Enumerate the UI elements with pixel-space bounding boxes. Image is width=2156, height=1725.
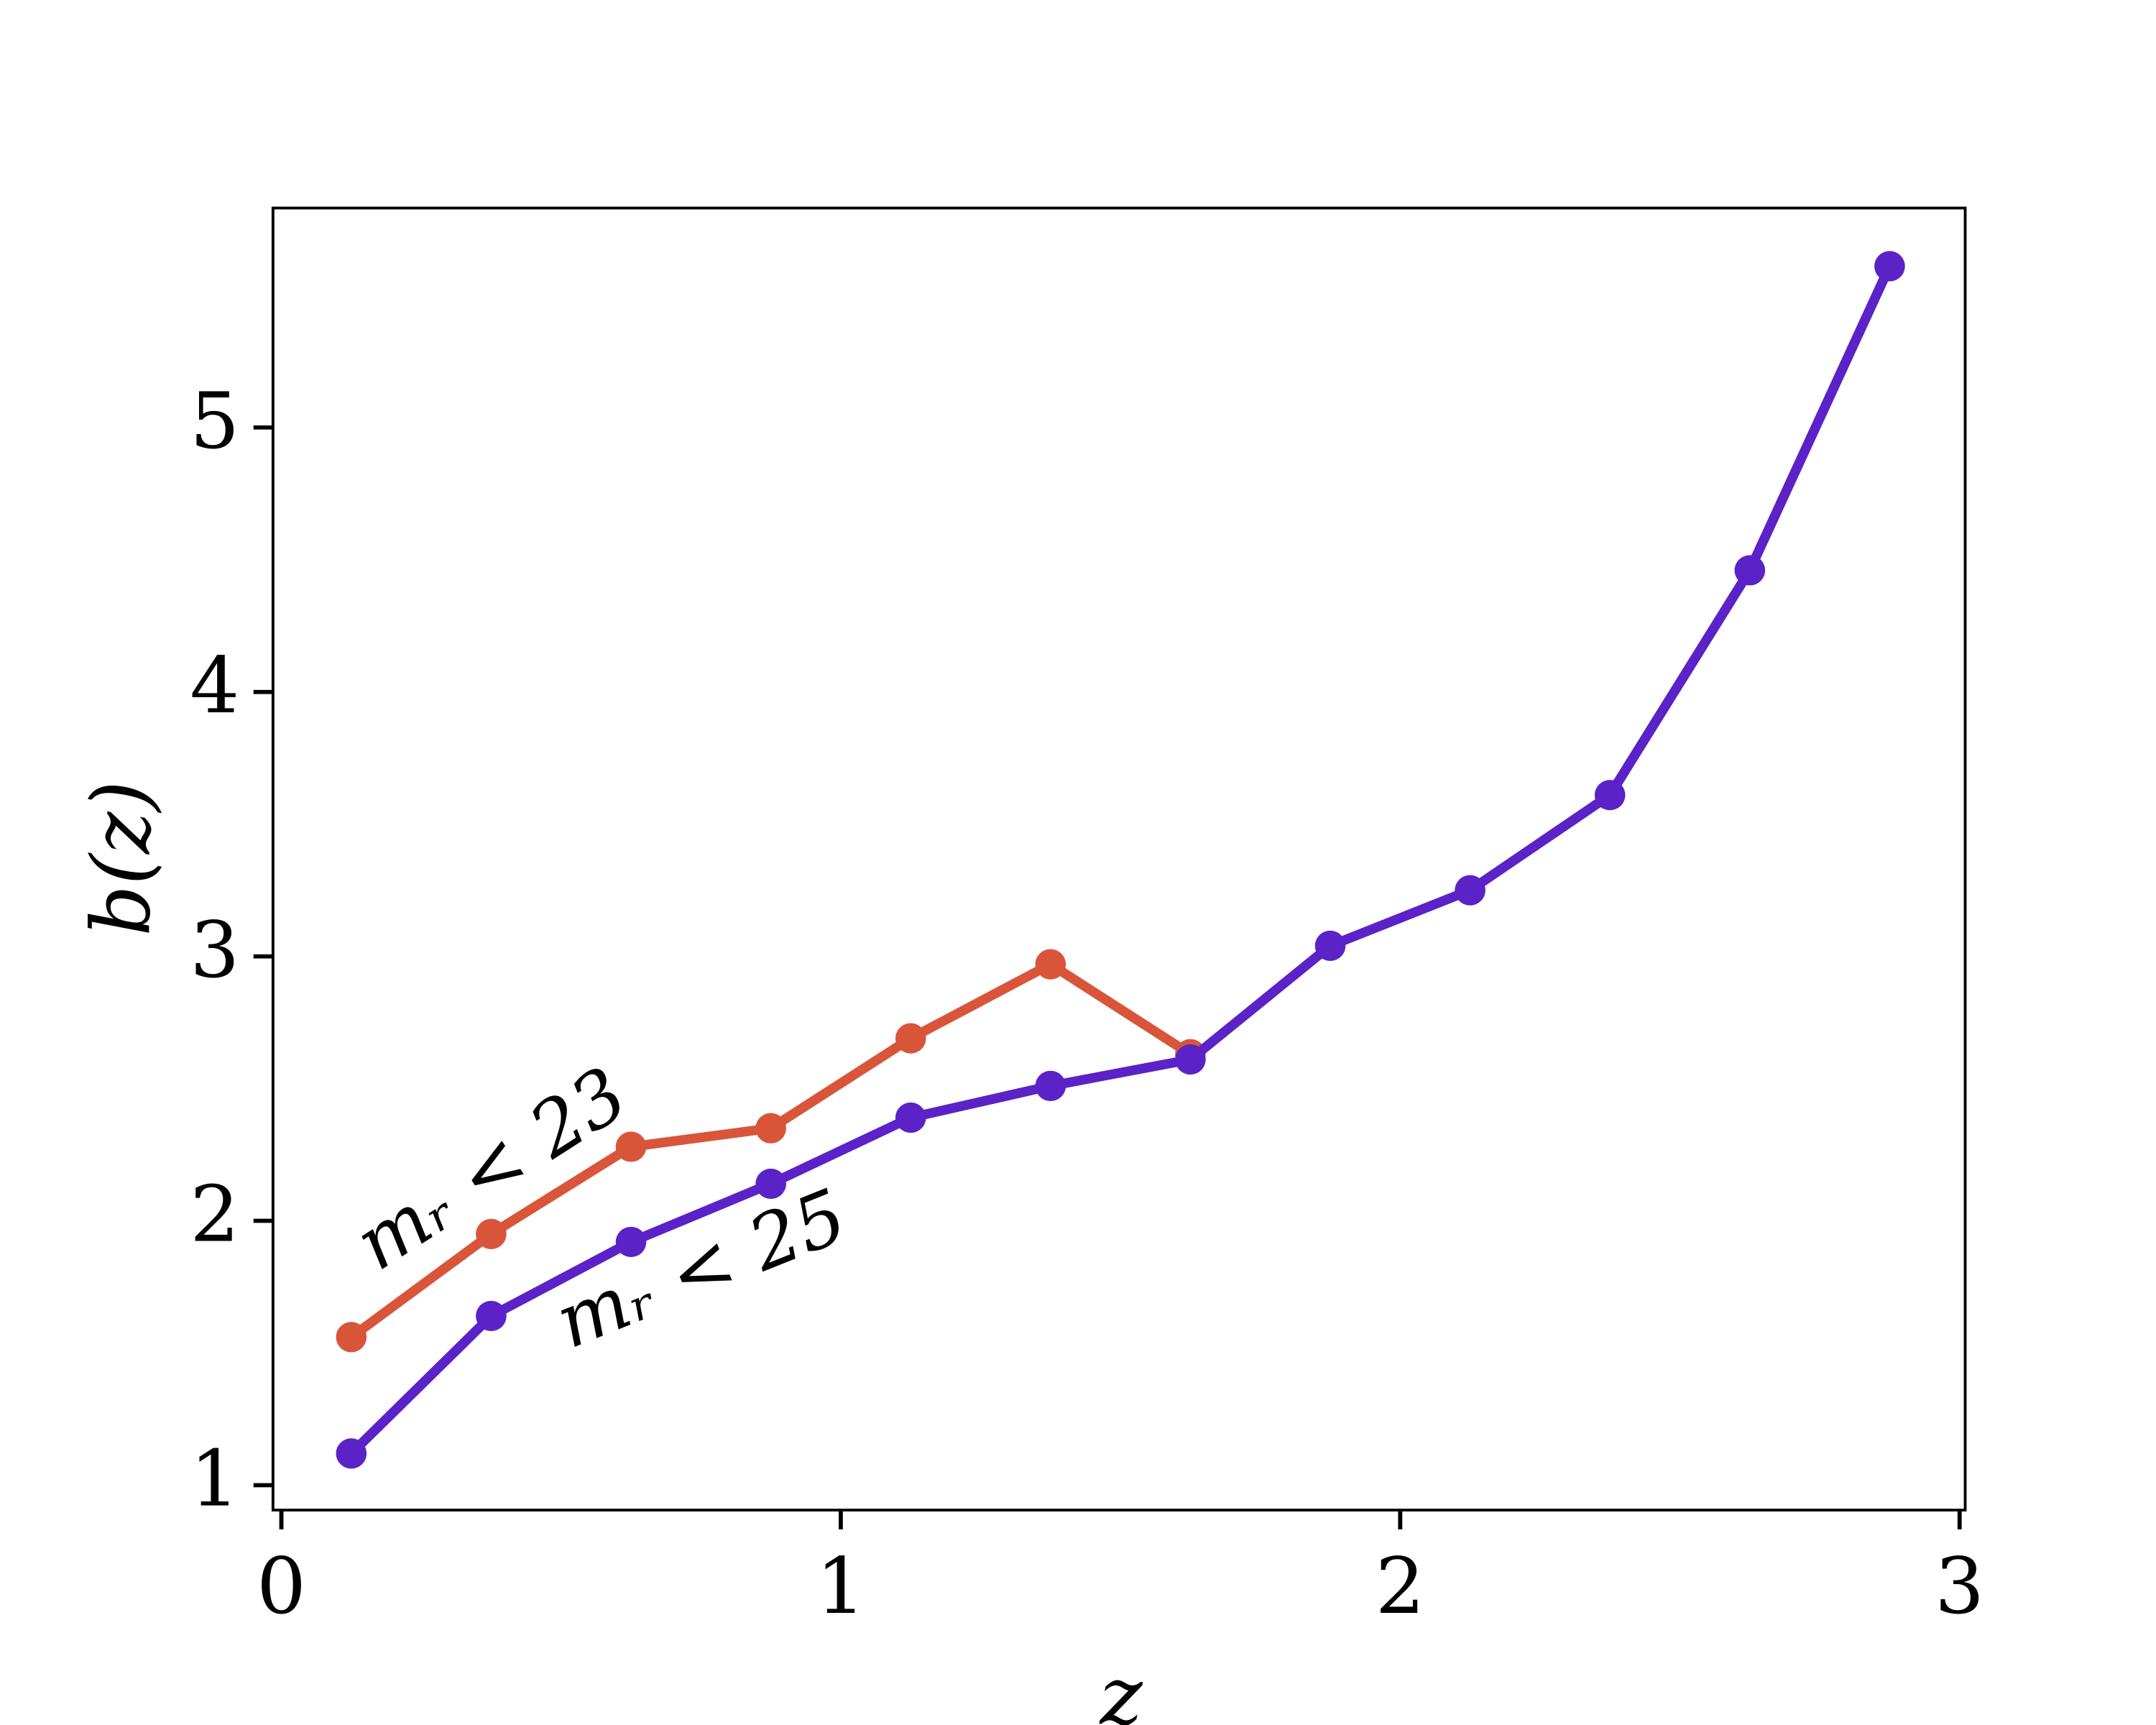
data-point bbox=[1734, 555, 1766, 586]
plot-frame bbox=[271, 206, 1967, 1512]
x-tick-label: 0 bbox=[257, 1542, 306, 1632]
data-point bbox=[755, 1168, 786, 1200]
data-point bbox=[615, 1131, 647, 1162]
x-tick-label: 1 bbox=[816, 1542, 865, 1632]
data-point bbox=[1175, 1044, 1206, 1075]
y-tick-label: 3 bbox=[190, 906, 239, 995]
data-point bbox=[476, 1300, 507, 1332]
data-point bbox=[1874, 251, 1905, 282]
data-point bbox=[755, 1113, 786, 1144]
data-point bbox=[476, 1218, 507, 1249]
y-tick-label: 2 bbox=[190, 1170, 239, 1259]
y-tick-label: 4 bbox=[190, 641, 239, 730]
y-tick-label: 1 bbox=[190, 1435, 239, 1524]
data-point bbox=[1594, 780, 1626, 811]
data-point bbox=[1455, 875, 1485, 906]
data-point bbox=[1035, 949, 1067, 980]
data-point bbox=[895, 1023, 926, 1054]
x-tick-label: 3 bbox=[1935, 1542, 1984, 1632]
data-point bbox=[336, 1322, 367, 1353]
data-point bbox=[1314, 930, 1346, 961]
data-point bbox=[1035, 1070, 1067, 1101]
data-point bbox=[336, 1438, 367, 1469]
series-line bbox=[348, 264, 1894, 1457]
data-point bbox=[895, 1102, 926, 1133]
data-point bbox=[615, 1226, 647, 1258]
y-tick-label: 5 bbox=[190, 377, 239, 466]
y-axis-label: b(z) bbox=[75, 781, 169, 936]
x-tick-label: 2 bbox=[1376, 1542, 1425, 1632]
x-axis-label: z bbox=[1098, 1650, 1143, 1725]
